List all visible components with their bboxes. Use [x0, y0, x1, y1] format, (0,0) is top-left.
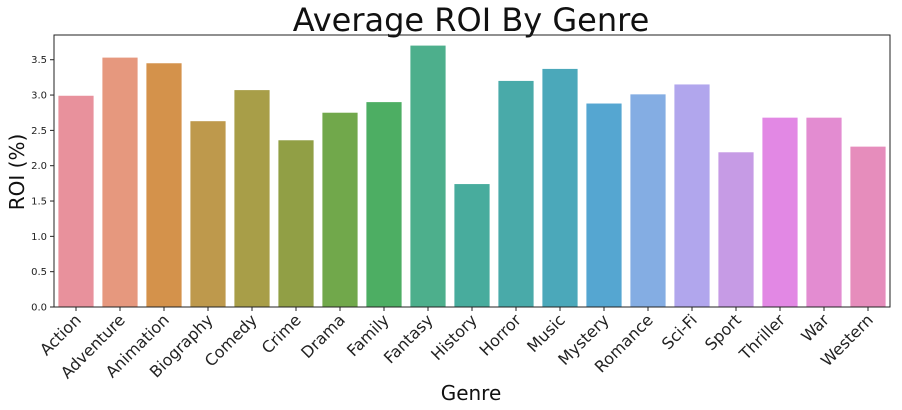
bars-group: [58, 45, 886, 308]
bar-mystery: [586, 103, 622, 307]
bar-animation: [146, 63, 182, 308]
x-tick-label: Fantasy: [380, 310, 437, 367]
bar-romance: [630, 94, 666, 307]
bar-crime: [278, 140, 314, 307]
x-tick-label: Thriller: [735, 310, 789, 364]
y-tick-label: 1.0: [31, 232, 47, 243]
bar-comedy: [234, 90, 270, 307]
bar-fantasy: [410, 45, 446, 307]
y-tick-label: 2.0: [31, 161, 47, 172]
y-axis: 0.0 0.5 1.0 1.5 2.0 2.5 3.0 3.5: [31, 55, 54, 314]
bar-music: [542, 68, 578, 307]
bar-drama: [322, 112, 358, 308]
y-tick-label: 1.5: [31, 197, 47, 208]
bar-sci-fi: [674, 84, 710, 307]
x-axis-label: Genre: [441, 381, 502, 405]
x-tick-label: Horror: [476, 310, 526, 360]
plot-frame: [53, 34, 891, 308]
bar-adventure: [102, 57, 138, 307]
y-tick-label: 0.5: [31, 267, 47, 278]
bar-action: [58, 95, 94, 307]
y-axis-label: ROI (%): [5, 134, 29, 211]
x-tick-label: Sci-Fi: [658, 310, 701, 353]
bar-family: [366, 102, 402, 308]
bar-history: [454, 184, 490, 307]
y-tick-label: 0.0: [31, 303, 47, 314]
chart-title: Average ROI By Genre: [293, 1, 650, 39]
bar-biography: [190, 121, 226, 307]
y-tick-label: 3.0: [31, 91, 47, 102]
bar-war: [806, 117, 842, 307]
bar-western: [850, 146, 886, 307]
x-axis: ActionAdventureAnimationBiographyComedyC…: [36, 307, 877, 382]
x-tick-label: Drama: [297, 310, 349, 362]
bar-horror: [498, 80, 534, 307]
y-tick-label: 2.5: [31, 126, 47, 137]
x-tick-label: History: [427, 310, 481, 364]
x-tick-label: War: [797, 310, 833, 346]
y-tick-label: 3.5: [31, 55, 47, 66]
bar-sport: [718, 152, 754, 307]
bar-thriller: [762, 117, 798, 307]
